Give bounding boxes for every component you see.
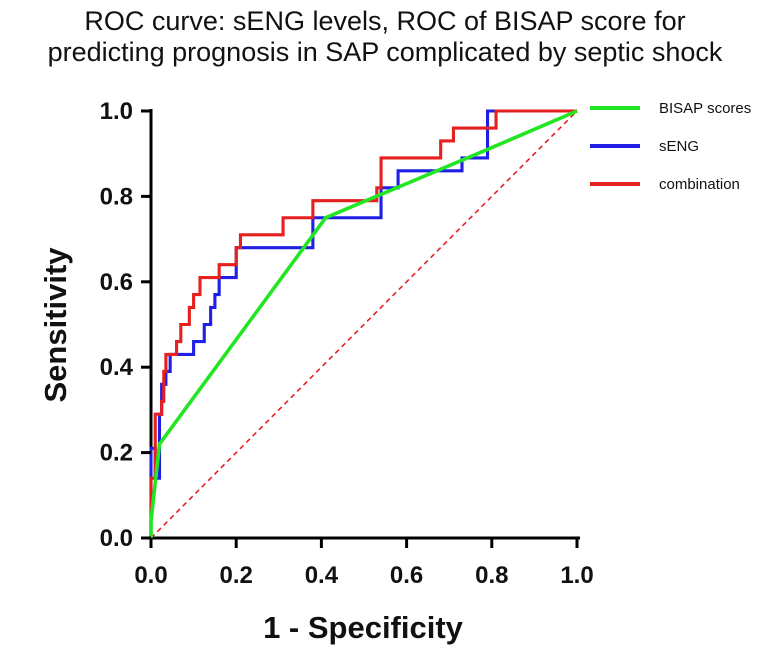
y-tick-label: 0.8 <box>100 183 133 210</box>
chart-title-line-1: ROC curve: sENG levels, ROC of BISAP sco… <box>84 6 685 36</box>
series-layer <box>149 109 578 539</box>
legend-label: BISAP scores <box>659 100 751 117</box>
x-tick-label: 0.8 <box>475 562 508 589</box>
legend: BISAP scores sENG combination <box>590 100 751 193</box>
chart-title: ROC curve: sENG levels, ROC of BISAP sco… <box>48 6 723 67</box>
x-tick-label: 0.6 <box>390 562 423 589</box>
reference-curve <box>150 110 578 539</box>
legend-item-seng: sENG <box>590 138 699 155</box>
y-tick-label: 0.6 <box>100 269 133 296</box>
bisap-scores-curve <box>149 109 578 538</box>
y-tick-label: 0.4 <box>100 354 134 381</box>
x-tick-label: 1.0 <box>560 562 593 589</box>
combination-curve <box>149 109 577 538</box>
tick-layer: 0.0 0.2 0.4 0.6 0.8 1.0 0.0 0.2 0.4 0.6 0.8 1.0 <box>100 98 594 589</box>
legend-label: sENG <box>659 138 699 155</box>
y-tick-label: 0.2 <box>100 440 133 467</box>
legend-item-combination: combination <box>590 176 740 193</box>
x-tick-label: 0.4 <box>305 562 339 589</box>
x-tick-label: 0.2 <box>220 562 253 589</box>
y-tick-label: 1.0 <box>100 98 133 125</box>
y-tick-label: 0.0 <box>100 525 133 552</box>
legend-item-bisap-scores: BISAP scores <box>590 100 751 117</box>
chart-title-line-2: predicting prognosis in SAP complicated … <box>48 37 723 67</box>
legend-label: combination <box>659 176 740 193</box>
x-tick-label: 0.0 <box>134 562 167 589</box>
y-axis-title: Sensitivity <box>38 247 73 403</box>
x-axis-title: 1 - Specificity <box>263 610 464 645</box>
